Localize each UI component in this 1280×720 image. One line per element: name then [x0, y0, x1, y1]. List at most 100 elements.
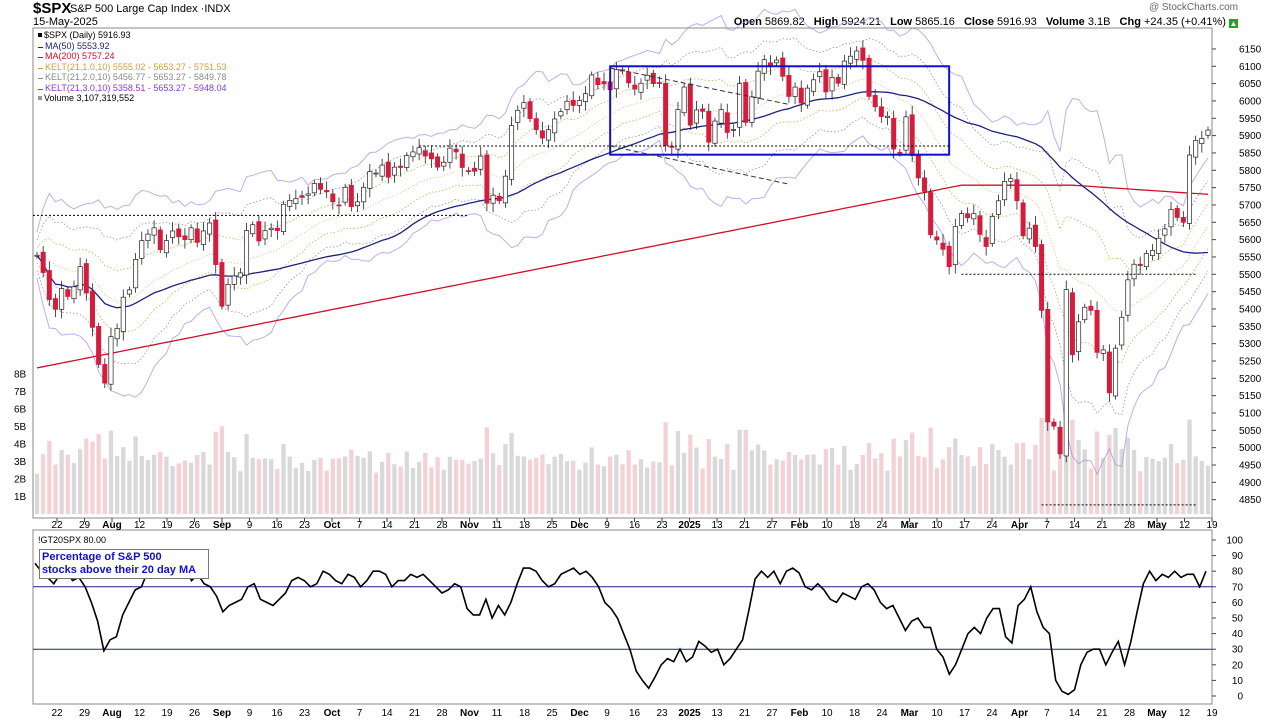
volume-bar [275, 468, 280, 514]
volume-bar [515, 455, 520, 514]
y-tick-label: 5550 [1239, 252, 1262, 263]
candle-up [77, 266, 83, 291]
volume-bar [786, 451, 792, 514]
volume-bar [318, 457, 323, 514]
candle-up [589, 74, 595, 97]
candle-down [472, 167, 478, 172]
indicator-tick-label: 80 [1232, 567, 1244, 578]
volume-bar [873, 458, 878, 514]
candle-down [428, 152, 434, 160]
candle-up [681, 86, 687, 114]
x-tick-label: 19 [1206, 708, 1218, 719]
volume-tick-label: 6B [14, 405, 27, 416]
y-tick-label: 6050 [1239, 79, 1262, 90]
volume-bar [953, 438, 958, 514]
candle-up [755, 70, 761, 99]
x-tick-label: 16 [629, 708, 641, 719]
volume-bar [774, 459, 779, 514]
candle-down [317, 183, 324, 190]
y-tick-label: 5200 [1239, 374, 1262, 385]
volume-bar [250, 457, 255, 514]
volume-bar [527, 459, 533, 514]
volume-bar [336, 458, 342, 514]
volume-bar [1168, 444, 1174, 514]
x-tick-label: 14 [381, 708, 393, 719]
line-swatch-icon [38, 57, 43, 58]
volume-bar [447, 456, 453, 514]
x-tick-label: Dec [570, 708, 589, 719]
indicator-note-line2: stocks above their 20 day MA [42, 564, 197, 576]
volume-bar [435, 457, 440, 514]
volume-bar [922, 457, 927, 514]
candle-down [299, 195, 305, 198]
candle-up [367, 171, 373, 189]
x-tick-label: 19 [161, 708, 173, 719]
volume-bar [121, 447, 126, 514]
x-tick-label: 9 [247, 520, 253, 531]
volume-bar [546, 464, 551, 514]
volume-bar [959, 454, 964, 514]
x-tick-label: 16 [629, 520, 641, 531]
x-tick-label: Sep [213, 520, 231, 531]
candle-up [231, 275, 237, 285]
x-tick-label: 10 [821, 708, 833, 719]
volume-bar [188, 462, 194, 514]
volume-bar [484, 427, 490, 514]
volume-bar [373, 472, 379, 514]
price-panel-frame [32, 27, 1213, 519]
volume-bar [466, 463, 471, 514]
volume-bar [108, 430, 114, 514]
trading-range-box [609, 65, 951, 156]
volume-bar [1045, 388, 1050, 514]
close-value: 5916.93 [997, 16, 1037, 28]
volume-bar [1138, 471, 1143, 514]
candle-down [632, 84, 638, 90]
volume-bar [386, 452, 391, 514]
volume-bar [700, 468, 705, 514]
x-tick-label: 19 [161, 520, 173, 531]
x-tick-label: 13 [711, 708, 723, 719]
volume-bar [1002, 456, 1007, 514]
candle-up [509, 125, 515, 180]
volume-bar [910, 432, 915, 514]
candle-up [638, 82, 644, 93]
candle-down [1174, 208, 1180, 218]
indicator-tick-label: 10 [1232, 676, 1244, 687]
x-tick-label: 18 [519, 708, 531, 719]
y-tick-label: 5400 [1239, 304, 1262, 315]
volume-bar [1113, 427, 1118, 514]
volume-bar [232, 457, 237, 514]
volume-bar [768, 464, 773, 514]
candle-down [102, 364, 108, 384]
candle-down [1014, 179, 1020, 202]
candle-up [120, 296, 126, 332]
volume-bar [891, 438, 896, 514]
candle-up [361, 186, 367, 203]
candle-down [182, 235, 188, 240]
x-tick-label: May [1147, 520, 1167, 531]
bar-icon [38, 96, 42, 100]
candle-up [774, 59, 780, 64]
volume-bar [114, 455, 120, 514]
x-tick-label: Oct [324, 520, 341, 531]
candle-up [903, 116, 909, 151]
volume-bar [1039, 418, 1044, 514]
volume-bar [614, 454, 619, 514]
x-tick-label: 10 [931, 708, 943, 719]
candle-up [1187, 154, 1193, 224]
volume-bar [59, 449, 64, 514]
candle-down [194, 228, 200, 243]
candle-down [700, 108, 706, 112]
volume-bar [749, 450, 755, 514]
candle-up [841, 60, 847, 85]
volume-bar [1020, 442, 1026, 514]
candle-up [1156, 237, 1162, 254]
candle-down [601, 81, 607, 85]
volume-bar [281, 444, 286, 514]
candle-up [170, 230, 176, 238]
x-tick-label: Feb [791, 520, 809, 531]
volume-tick-label: 8B [14, 370, 27, 381]
volume-bar [601, 466, 607, 514]
candle-down [422, 150, 428, 157]
volume-bar [916, 455, 921, 514]
